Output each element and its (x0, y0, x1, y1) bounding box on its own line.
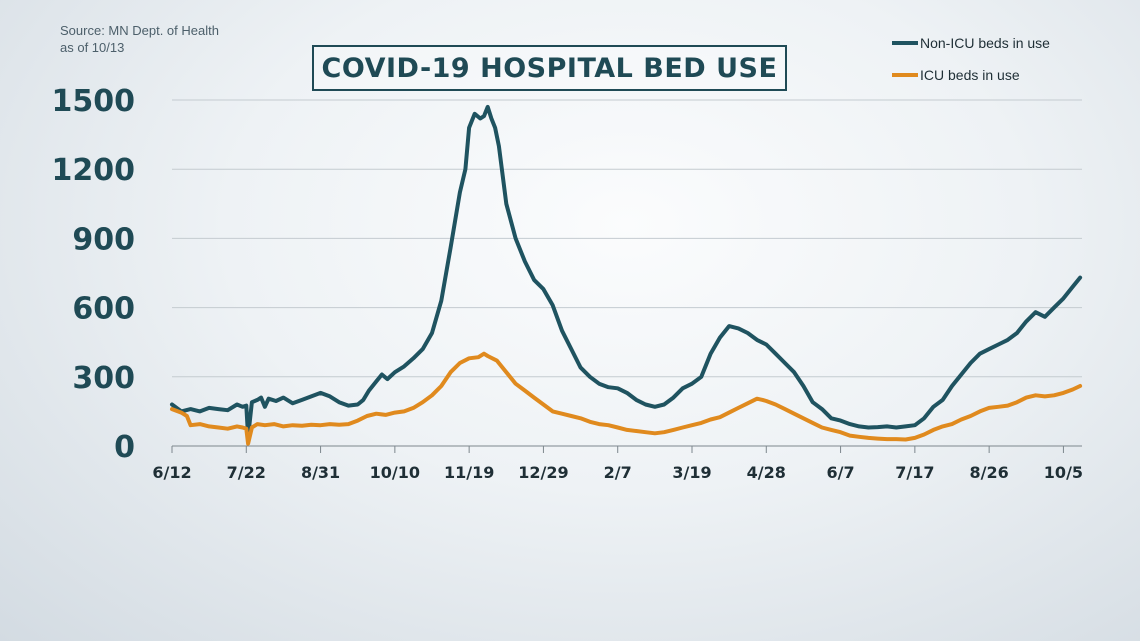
legend-swatch-non-icu (892, 40, 918, 45)
legend-label-icu: ICU beds in use (920, 66, 1020, 83)
x-tick-label-10: 7/17 (895, 463, 934, 482)
x-tick-label-3: 10/10 (370, 463, 420, 482)
x-tick-label-1: 7/22 (227, 463, 266, 482)
y-tick-label-0: 0 (114, 430, 135, 465)
legend-swatch-icu (892, 72, 918, 77)
y-tick-label-300: 300 (72, 361, 135, 396)
y-tick-label-1500: 1500 (52, 84, 136, 119)
source-line: Source: MN Dept. of Health (60, 23, 219, 38)
x-tick-label-11: 8/26 (970, 463, 1009, 482)
source-note: Source: MN Dept. of Health as of 10/13 (60, 22, 219, 56)
series-line-non-icu (170, 104, 1083, 439)
chart-title-box: COVID-19 HOSPITAL BED USE (312, 45, 787, 91)
legend-item-icu: ICU beds in use (892, 64, 1050, 85)
y-tick-label-600: 600 (72, 292, 135, 327)
x-tick-label-0: 6/12 (152, 463, 191, 482)
chart-title: COVID-19 HOSPITAL BED USE (321, 52, 778, 84)
legend-item-non-icu: Non-ICU beds in use (892, 32, 1050, 53)
y-tick-label-900: 900 (72, 222, 135, 257)
legend-label-non-icu: Non-ICU beds in use (920, 34, 1050, 51)
x-tick-label-7: 3/19 (672, 463, 711, 482)
series-line-icu (170, 351, 1083, 446)
as-of-date: as of 10/13 (60, 40, 125, 55)
y-tick-label-1200: 1200 (52, 153, 136, 188)
x-tick-label-8: 4/28 (747, 463, 786, 482)
x-tick-label-5: 12/29 (518, 463, 568, 482)
x-tick-label-2: 8/31 (301, 463, 340, 482)
x-tick-label-4: 11/19 (444, 463, 494, 482)
legend: Non-ICU beds in use ICU beds in use (892, 32, 1050, 96)
x-tick-label-12: 10/5 (1044, 463, 1083, 482)
x-tick-label-6: 2/7 (604, 463, 632, 482)
x-tick-label-9: 6/7 (827, 463, 855, 482)
